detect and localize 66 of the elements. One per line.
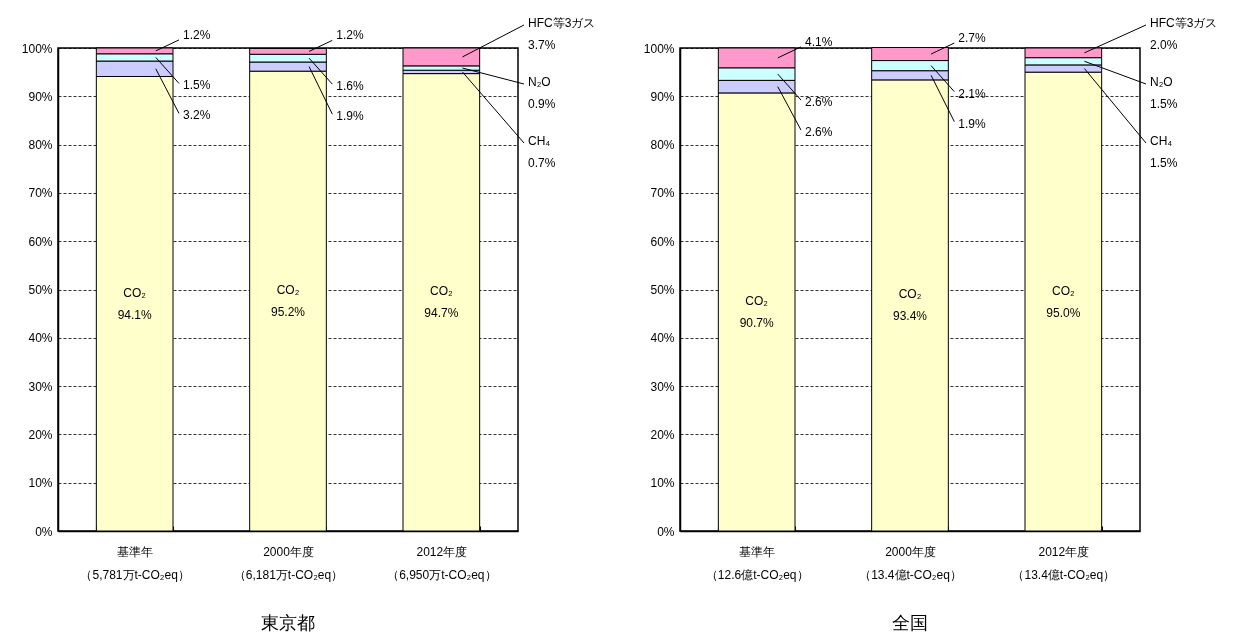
data-label: 2.7% — [958, 31, 987, 46]
series-label: CO₂ — [276, 283, 300, 298]
text: N₂O — [528, 75, 551, 89]
text: CO₂ — [430, 284, 453, 299]
text: HFC等3ガス — [528, 16, 596, 30]
text: CO₂ — [123, 285, 146, 300]
text: 全国 — [892, 613, 928, 632]
y-tick-label: 30% — [650, 379, 675, 394]
text: CH₄ — [528, 134, 551, 148]
y-tick-label: 30% — [28, 379, 53, 394]
y-tick-label: 20% — [650, 427, 675, 442]
series-label: CO₂ — [898, 287, 922, 302]
data-label: 1.5% — [1150, 156, 1178, 170]
y-tick-label: 100% — [643, 41, 675, 56]
data-label: 1.2% — [183, 27, 211, 42]
y-tick-label: 70% — [650, 186, 675, 201]
data-label: 2.6% — [805, 125, 833, 140]
x-tick-label: 2000年度（13.4億t-CO₂eq） — [859, 544, 962, 582]
y-tick-label: 50% — [28, 283, 53, 297]
y-tick-label: 0% — [657, 524, 675, 539]
y-tick-label: 60% — [650, 234, 675, 249]
y-tick-label: 0% — [35, 524, 53, 539]
data-label: 2.6% — [805, 95, 833, 110]
data-label: 95.2% — [270, 305, 306, 320]
x-tick-label: 2000年度（6,181万t-CO₂eq） — [233, 544, 344, 582]
data-label: 94.1% — [117, 307, 153, 322]
x-tick-label: 基準年（5,781万t-CO₂eq） — [80, 544, 190, 582]
text: HFC等3ガス — [1150, 16, 1218, 30]
y-tick-label: 40% — [28, 331, 53, 346]
data-label: 4.1% — [805, 34, 833, 49]
data-label: 1.9% — [958, 116, 987, 131]
y-tick-label: 70% — [28, 186, 53, 201]
data-label: 90.7% — [739, 315, 775, 330]
y-tick-label: 80% — [28, 138, 53, 153]
data-label: 93.4% — [892, 309, 928, 324]
x-tick-label: 基準年（12.6億t-CO₂eq） — [705, 544, 809, 582]
text: CO₂ — [745, 293, 768, 308]
data-label: 2.1% — [958, 86, 987, 101]
data-label: 3.7% — [528, 38, 556, 52]
text: CH₄ — [1150, 134, 1173, 148]
y-tick-label: 20% — [28, 427, 53, 442]
y-tick-label: 60% — [28, 234, 53, 249]
text: N₂O — [1150, 75, 1173, 89]
y-tick-label: 90% — [650, 89, 675, 104]
y-tick-label: 40% — [650, 331, 675, 346]
data-label: 2.0% — [1150, 38, 1178, 52]
data-label: 0.7% — [528, 156, 556, 170]
data-label: 3.2% — [183, 108, 211, 123]
data-label: 1.6% — [336, 79, 365, 94]
y-tick-label: 90% — [28, 89, 53, 104]
data-label: 1.5% — [183, 78, 211, 93]
data-label: 94.7% — [424, 306, 459, 321]
y-tick-label: 10% — [650, 476, 675, 491]
text: CO₂ — [1052, 283, 1075, 298]
x-tick-label: 2012年度（6,950万t-CO₂eq） — [387, 544, 497, 582]
x-tick-label: 2012年度（13.4億t-CO₂eq） — [1012, 544, 1116, 582]
data-label: 95.0% — [1046, 305, 1081, 320]
y-tick-label: 80% — [650, 138, 675, 153]
text: 東京都 — [261, 613, 315, 632]
y-tick-label: 10% — [28, 476, 53, 491]
y-tick-label: 100% — [21, 41, 53, 56]
data-label: 0.9% — [528, 97, 556, 111]
data-label: 1.5% — [1150, 97, 1178, 111]
data-label: 1.2% — [336, 28, 365, 43]
data-label: 1.9% — [336, 109, 365, 124]
y-tick-label: 50% — [650, 283, 675, 297]
